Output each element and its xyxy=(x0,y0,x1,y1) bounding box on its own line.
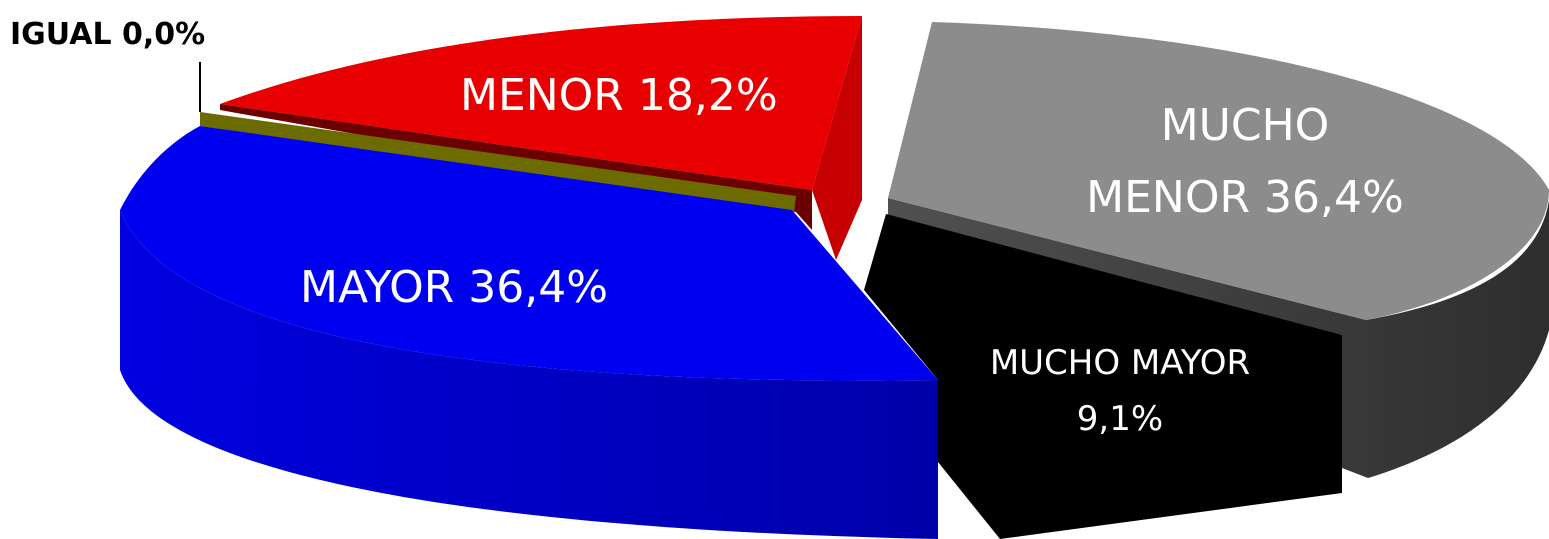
slice-mucho-mayor xyxy=(864,214,1342,539)
igual-label: IGUAL 0,0% xyxy=(10,17,205,52)
slice-menor-wall xyxy=(220,104,812,230)
slice-mayor-side xyxy=(120,210,938,539)
slice-mayor xyxy=(120,126,938,539)
slice-mucho-menor-top xyxy=(888,22,1549,320)
menor-label: MENOR 18,2% xyxy=(460,70,778,121)
slice-menor xyxy=(220,16,862,260)
mucho-mayor-label-line1: MUCHO MAYOR xyxy=(990,343,1250,383)
mucho-menor-label-line1: MUCHO xyxy=(1161,100,1330,151)
slice-mayor-top xyxy=(120,126,938,381)
slice-igual xyxy=(200,112,796,212)
slice-igual-top xyxy=(200,112,796,212)
mucho-menor-label-line2: MENOR 36,4% xyxy=(1086,172,1404,223)
slice-mucho-mayor-face xyxy=(864,214,1342,539)
slice-menor-top xyxy=(220,16,862,190)
mayor-label: MAYOR 36,4% xyxy=(300,262,608,313)
slice-menor-side xyxy=(812,16,862,260)
mucho-mayor-label-line2: 9,1% xyxy=(1077,399,1163,439)
